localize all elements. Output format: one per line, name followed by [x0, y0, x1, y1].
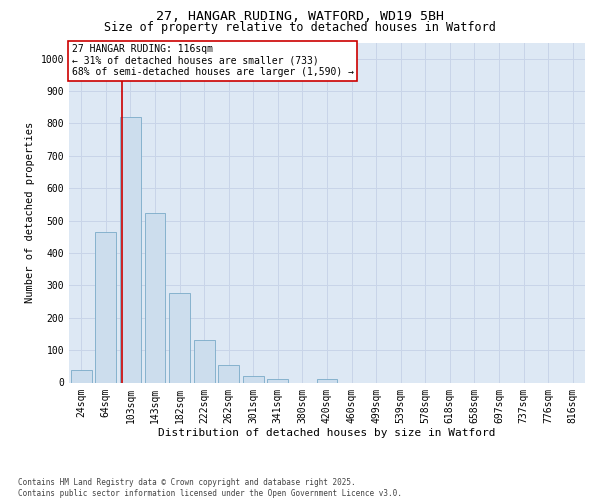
Y-axis label: Number of detached properties: Number of detached properties: [25, 122, 35, 303]
Bar: [95, 232, 116, 382]
Bar: [71, 370, 92, 382]
Text: 27, HANGAR RUDING, WATFORD, WD19 5BH: 27, HANGAR RUDING, WATFORD, WD19 5BH: [156, 10, 444, 23]
Bar: [218, 364, 239, 382]
X-axis label: Distribution of detached houses by size in Watford: Distribution of detached houses by size …: [158, 428, 496, 438]
Bar: [145, 212, 166, 382]
Bar: [317, 380, 337, 382]
Text: Contains HM Land Registry data © Crown copyright and database right 2025.
Contai: Contains HM Land Registry data © Crown c…: [18, 478, 402, 498]
Bar: [243, 376, 264, 382]
Bar: [120, 117, 141, 382]
Bar: [194, 340, 215, 382]
Text: Size of property relative to detached houses in Watford: Size of property relative to detached ho…: [104, 21, 496, 34]
Bar: [169, 294, 190, 382]
Bar: [268, 380, 289, 382]
Text: 27 HANGAR RUDING: 116sqm
← 31% of detached houses are smaller (733)
68% of semi-: 27 HANGAR RUDING: 116sqm ← 31% of detach…: [71, 44, 353, 78]
